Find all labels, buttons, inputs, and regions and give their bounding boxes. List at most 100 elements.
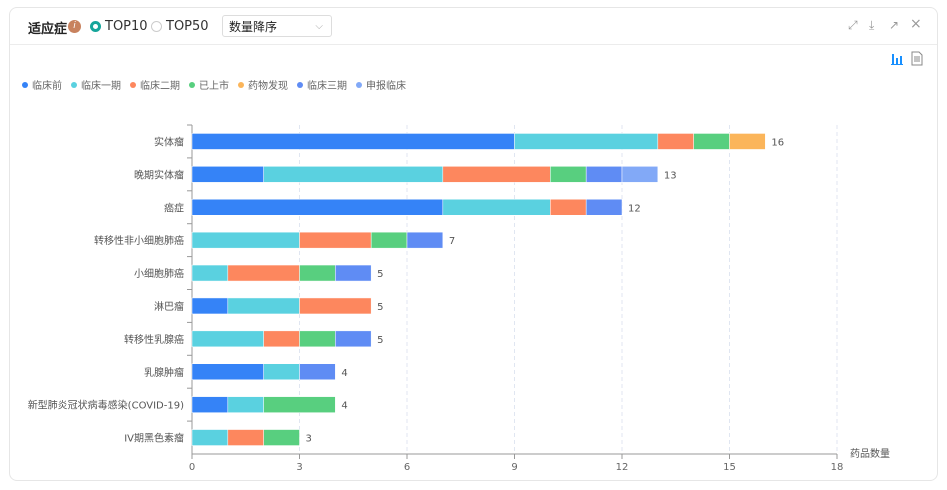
download-icon[interactable]: ⤓ [869, 18, 875, 32]
x-tick-label: 0 [189, 462, 195, 473]
radio-unchecked-icon [151, 21, 162, 32]
close-icon[interactable]: × [910, 16, 922, 32]
total-label: 5 [377, 269, 383, 280]
y-tick-label: IV期黑色素瘤 [124, 432, 184, 445]
legend-item[interactable]: 药物发现 [238, 77, 288, 92]
total-label: 4 [341, 368, 347, 379]
legend-label: 临床三期 [307, 81, 347, 92]
legend-label: 临床二期 [140, 81, 180, 92]
radio-checked-icon [90, 21, 101, 32]
total-label: 5 [377, 335, 383, 346]
bar-segment [227, 297, 300, 315]
legend-item[interactable]: 申报临床 [356, 77, 406, 92]
legend-item[interactable]: 临床一期 [71, 77, 121, 92]
bar-segment [191, 199, 444, 216]
x-tick-label: 12 [616, 462, 629, 473]
bar-segment [263, 330, 300, 348]
info-icon[interactable]: i [68, 20, 81, 33]
sort-select[interactable]: 数量降序 ⌵ [222, 15, 332, 37]
bar-segment [191, 297, 229, 315]
bar-segment [191, 429, 229, 446]
total-label: 12 [628, 203, 641, 214]
y-tick-label: 淋巴瘤 [154, 300, 184, 313]
bar-segment [729, 133, 766, 150]
radio-label: TOP50 [166, 19, 209, 34]
legend-dot-icon [71, 81, 77, 88]
legend-label: 临床前 [32, 81, 62, 92]
bar-segment [191, 396, 229, 413]
card-header: 适应症 i TOP10 TOP50 数量降序 ⌵ ⤢ ⤓ ↗ × [10, 8, 937, 45]
bar-segment [227, 429, 264, 446]
legend-item[interactable]: 临床二期 [130, 77, 180, 92]
y-tick-label: 新型肺炎冠状病毒感染(COVID-19) [28, 399, 184, 412]
y-tick-label: 乳腺肿瘤 [144, 366, 184, 379]
y-tick-label: 小细胞肺癌 [134, 267, 184, 280]
radio-top10[interactable]: TOP10 [90, 19, 148, 34]
y-tick-label: 转移性非小细胞肺癌 [94, 234, 184, 247]
bar-segment [191, 166, 264, 183]
bar-segment [191, 330, 264, 348]
legend-dot-icon [297, 81, 303, 88]
bar-segment [657, 133, 694, 150]
bar-segment [406, 231, 444, 249]
legend-item[interactable]: 已上市 [189, 77, 229, 92]
legend-dot-icon [189, 81, 195, 88]
bar-segment [585, 166, 623, 183]
x-axis-title: 药品数量 [850, 447, 890, 460]
bar-segment [621, 166, 659, 183]
legend-dot-icon [356, 81, 362, 88]
bar-segment [191, 133, 515, 150]
legend-item[interactable]: 临床三期 [297, 77, 347, 92]
bar-segment [263, 363, 300, 380]
bar-segment [263, 396, 336, 413]
fullscreen-icon[interactable]: ⤢ [848, 18, 858, 32]
total-label: 4 [341, 401, 347, 412]
total-label: 7 [449, 236, 455, 247]
sort-select-value: 数量降序 [229, 20, 278, 34]
bar-segment [263, 166, 444, 183]
bar-segment [299, 297, 372, 315]
x-tick-label: 3 [296, 462, 302, 473]
bar-segment [370, 231, 408, 249]
legend-item[interactable]: 临床前 [22, 77, 62, 92]
radio-label: TOP10 [105, 19, 148, 34]
bar-segment [227, 396, 264, 413]
bar-segment [514, 133, 659, 150]
y-tick-label: 转移性乳腺癌 [124, 333, 184, 346]
y-tick-label: 晚期实体瘤 [134, 168, 184, 181]
total-label: 16 [771, 137, 784, 148]
legend-label: 药物发现 [248, 81, 288, 92]
bar-segment [299, 330, 336, 348]
document-icon[interactable] [910, 51, 926, 67]
x-tick-label: 6 [404, 462, 410, 473]
total-label: 13 [664, 170, 677, 181]
legend-dot-icon [238, 81, 244, 88]
radio-top50[interactable]: TOP50 [151, 19, 209, 34]
bar-segment [191, 363, 264, 380]
bar-segment [442, 166, 551, 183]
bar-segment [585, 199, 623, 216]
bar-segment [299, 264, 336, 282]
indication-card: 适应症 i TOP10 TOP50 数量降序 ⌵ ⤢ ⤓ ↗ × 临床前 临床一期临… [9, 7, 938, 481]
chevron-down-icon: ⌵ [315, 21, 323, 32]
x-tick-label: 9 [511, 462, 517, 473]
bar-chart-icon[interactable] [890, 51, 914, 67]
bar-segment [693, 133, 730, 150]
bar-segment [550, 166, 587, 183]
bar-segment [335, 264, 372, 282]
open-external-icon[interactable]: ↗ [889, 18, 900, 32]
total-label: 3 [306, 434, 312, 445]
total-label: 5 [377, 302, 383, 313]
legend-label: 已上市 [199, 81, 229, 92]
x-tick-label: 15 [723, 462, 736, 473]
legend-dot-icon [22, 81, 28, 88]
legend-label: 申报临床 [366, 81, 406, 92]
bar-segment [191, 231, 300, 249]
bar-segment [550, 199, 587, 216]
bar-segment [227, 264, 300, 282]
card-title: 适应症 [28, 22, 68, 37]
chart-legend: 临床前 临床一期 临床二期 已上市 药物发现 临床三期 申报临床 [22, 77, 406, 92]
bar-segment [263, 429, 300, 446]
bar-segment [191, 264, 229, 282]
